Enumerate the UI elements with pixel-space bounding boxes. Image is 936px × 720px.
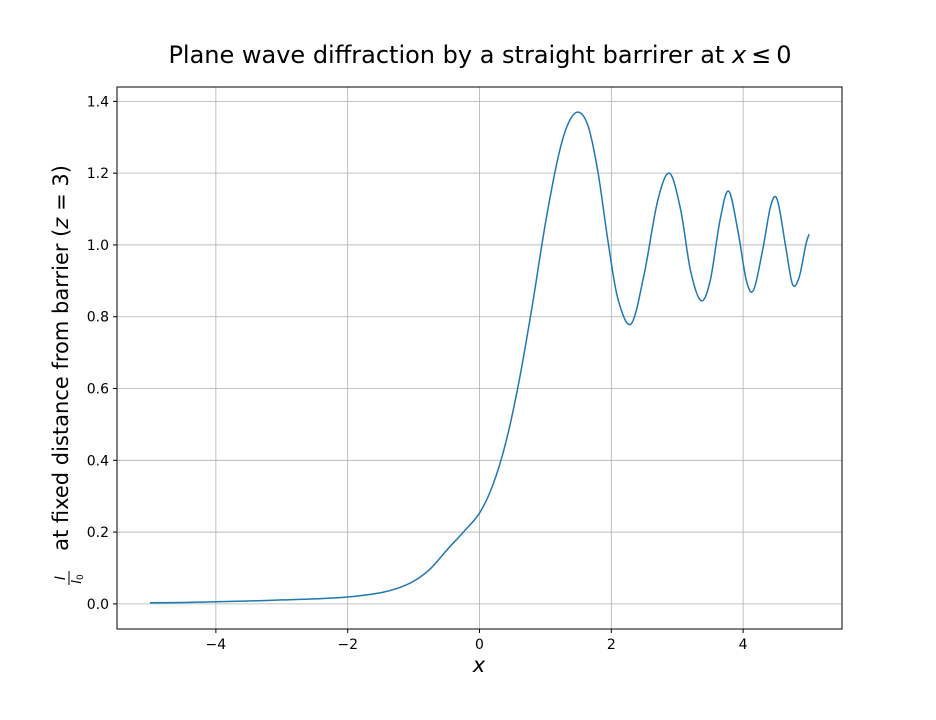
chart-title: Plane wave diffraction by a straight bar… [168,41,791,69]
x-tick-label: −4 [206,637,227,653]
y-tick-label: 1.2 [87,166,109,182]
series-layer [149,111,810,604]
x-tick-label: −2 [337,637,358,653]
x-tick-label: 4 [739,637,748,653]
x-tick-label: 2 [607,637,616,653]
y-tick-label: 0.6 [87,382,109,398]
y-label-numerator: I [53,576,69,580]
y-tick-label: 0.2 [87,525,109,541]
y-axis-label-fraction: I I0 [53,571,86,585]
svg-text:at fixed distance from barrier: at fixed distance from barrier (z = 3) [49,165,73,551]
x-axis-label: x [472,653,486,677]
axis-ticks: −4 −2 0 2 4 0.0 0.2 0.4 0.6 0.8 1.0 1.2 1.4 [87,94,748,653]
y-tick-label: 0.0 [87,597,109,613]
y-axis-label: at fixed distance from barrier (z = 3) [49,165,73,551]
x-tick-label: 0 [475,637,484,653]
y-tick-label: 1.0 [87,238,109,254]
y-tick-label: 0.4 [87,453,109,469]
grid [117,87,842,629]
y-tick-label: 0.8 [87,310,109,326]
y-tick-label: 1.4 [87,94,109,110]
series-line [149,111,810,604]
y-label-denominator: I0 [70,574,86,584]
